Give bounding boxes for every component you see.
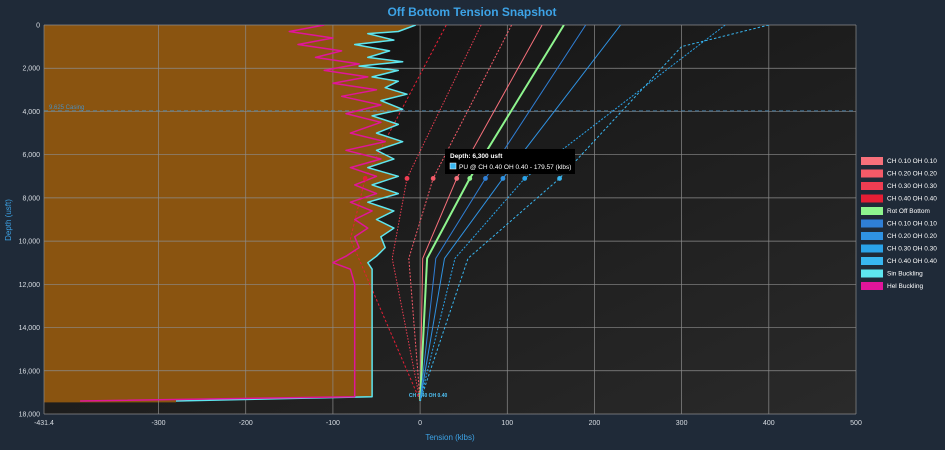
- legend-label-5[interactable]: CH 0.10 OH 0.10: [887, 221, 937, 228]
- x-tick-label: 400: [763, 420, 775, 427]
- legend-swatch-2[interactable]: [861, 182, 883, 190]
- tooltip-box: [445, 149, 575, 174]
- legend-label-7[interactable]: CH 0.30 OH 0.30: [887, 246, 937, 253]
- legend-label-4[interactable]: Rot Off Bottom: [887, 208, 930, 215]
- end-point-label: CH 0.40 OH 0.40: [409, 393, 448, 399]
- legend-label-2[interactable]: CH 0.30 OH 0.30: [887, 183, 937, 190]
- hover-marker-2: [404, 176, 410, 181]
- legend-label-3[interactable]: CH 0.40 OH 0.40: [887, 196, 937, 203]
- x-tick-label: -100: [326, 420, 340, 427]
- y-tick-label: 6,000: [22, 152, 40, 159]
- tooltip-title: Depth: 6,300 usft: [450, 153, 503, 160]
- x-tick-label: -300: [152, 420, 166, 427]
- series-line-8: [419, 25, 769, 402]
- legend-swatch-3[interactable]: [861, 194, 883, 203]
- x-tick-label: -431.4: [34, 420, 54, 427]
- legend-label-6[interactable]: CH 0.20 OH 0.20: [887, 233, 937, 240]
- legend-swatch-1[interactable]: [861, 169, 883, 178]
- tooltip-swatch: [449, 162, 457, 170]
- y-tick-label: 12,000: [19, 282, 41, 289]
- legend-swatch-4[interactable]: [861, 207, 883, 215]
- legend-swatch-6[interactable]: [861, 232, 883, 240]
- legend-swatch-10[interactable]: [861, 282, 883, 290]
- series-line-10: [80, 25, 386, 402]
- legend-label-0[interactable]: CH 0.10 OH 0.10: [887, 158, 937, 165]
- x-axis-title: Tension (klbs): [425, 433, 475, 442]
- y-tick-label: 8,000: [22, 195, 40, 202]
- x-tick-label: 100: [501, 420, 513, 427]
- legend: CH 0.10 OH 0.10 CH 0.20 OH 0.20 CH 0.30 OH…: [861, 157, 937, 290]
- x-tick-label: 0: [418, 420, 422, 427]
- series-line-4: [419, 25, 565, 402]
- series-line-2: [391, 25, 482, 402]
- hover-marker-8: [557, 176, 562, 181]
- legend-label-10[interactable]: Hel Buckling: [887, 283, 924, 290]
- y-tick-label: 16,000: [19, 368, 41, 375]
- series-line-3: [349, 25, 447, 402]
- legend-swatch-8[interactable]: [861, 257, 883, 265]
- hover-marker-0: [454, 176, 460, 181]
- x-tick-label: 200: [589, 420, 601, 427]
- legend-label-9[interactable]: Sin Buckling: [887, 271, 923, 278]
- hover-marker-6: [500, 176, 506, 181]
- hover-marker-5: [483, 176, 488, 181]
- series-line-9: [175, 25, 416, 402]
- series-line-5: [419, 25, 587, 402]
- legend-swatch-9[interactable]: [861, 269, 883, 278]
- legend-swatch-7[interactable]: [861, 244, 883, 253]
- y-tick-label: 2,000: [22, 66, 40, 73]
- legend-label-8[interactable]: CH 0.40 OH 0.40: [887, 258, 937, 265]
- casing-label: 9.625 Casing: [49, 105, 84, 111]
- hover-marker-1: [430, 176, 436, 181]
- chart-title: Off Bottom Tension Snapshot: [387, 5, 556, 19]
- y-tick-label: 14,000: [19, 325, 41, 332]
- y-axis-title: Depth (usft): [4, 199, 13, 241]
- y-tick-label: 0: [36, 23, 40, 30]
- legend-label-1[interactable]: CH 0.20 OH 0.20: [887, 171, 937, 178]
- legend-swatch-0[interactable]: [861, 157, 883, 165]
- hover-tooltip: Depth: 6,300 usft PU @ CH 0.40 OH 0.40 - …: [445, 149, 575, 174]
- x-tick-label: -200: [239, 420, 253, 427]
- series-line-6: [419, 25, 621, 402]
- tooltip-value: PU @ CH 0.40 OH 0.40 - 179.57 (klbs): [459, 164, 571, 171]
- hover-marker-3: [362, 176, 368, 181]
- legend-swatch-5[interactable]: [861, 219, 883, 228]
- series-line-1: [408, 25, 513, 402]
- buckling-region-fill: [44, 25, 416, 403]
- y-tick-label: 4,000: [22, 109, 40, 116]
- y-tick-label: 10,000: [19, 239, 41, 246]
- x-tick-label: 300: [676, 420, 688, 427]
- x-tick-label: 500: [850, 420, 862, 427]
- hover-marker-7: [522, 176, 528, 181]
- y-tick-label: 18,000: [19, 412, 41, 419]
- series-line-0: [419, 25, 543, 402]
- hover-marker-4: [467, 176, 473, 181]
- series-line-7: [419, 25, 726, 402]
